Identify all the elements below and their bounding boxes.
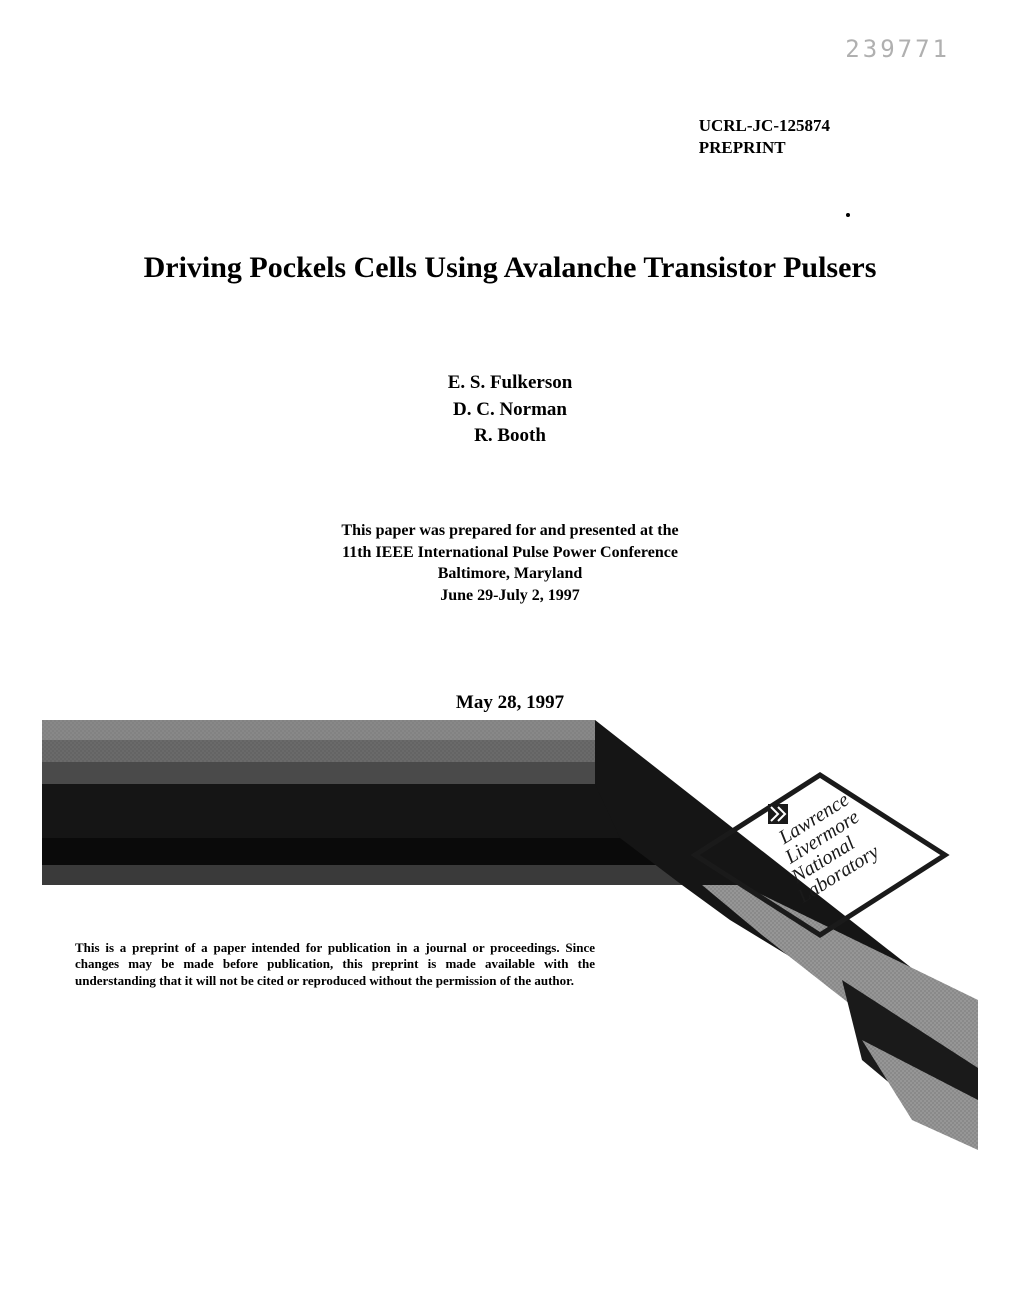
author-1: E. S. Fulkerson	[0, 370, 1020, 397]
report-id-line2: PREPRINT	[699, 137, 830, 159]
author-2: D. C. Norman	[0, 397, 1020, 424]
author-3: R. Booth	[0, 423, 1020, 450]
laboratory-logo-svg: Lawrence Livermore National Laboratory	[690, 770, 950, 940]
conference-info-block: This paper was prepared for and presente…	[0, 520, 1020, 606]
stamp-number: 239771	[845, 35, 950, 63]
preprint-date: May 28, 1997	[0, 692, 1020, 714]
disclaimer-text: This is a preprint of a paper intended f…	[75, 940, 595, 989]
report-id-line1: UCRL-JC-125874	[699, 115, 830, 137]
laboratory-logo: Lawrence Livermore National Laboratory	[690, 770, 950, 940]
title-block: Driving Pockels Cells Using Avalanche Tr…	[0, 248, 1020, 289]
report-id-block: UCRL-JC-125874 PREPRINT	[699, 115, 830, 159]
paper-title: Driving Pockels Cells Using Avalanche Tr…	[0, 248, 1020, 289]
conference-line-2: 11th IEEE International Pulse Power Conf…	[0, 542, 1020, 564]
preprint-cover-page: 239771 UCRL-JC-125874 PREPRINT Driving P…	[0, 0, 1020, 1314]
conference-line-4: June 29-July 2, 1997	[0, 585, 1020, 607]
dot-mark	[846, 213, 850, 217]
conference-line-3: Baltimore, Maryland	[0, 563, 1020, 585]
conference-line-1: This paper was prepared for and presente…	[0, 520, 1020, 542]
authors-block: E. S. Fulkerson D. C. Norman R. Booth	[0, 370, 1020, 450]
